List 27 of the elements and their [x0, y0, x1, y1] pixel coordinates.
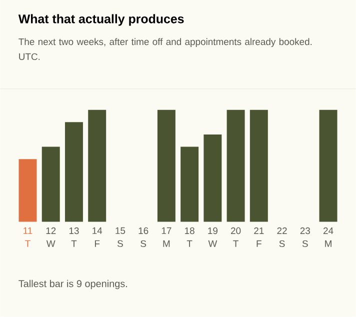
- text: Tallest bar is 9 openings.: [18, 280, 127, 290]
- bar: [226, 110, 245, 222]
- bar: [88, 110, 106, 222]
- x-tick-label: 18 T: [185, 228, 194, 248]
- bar: [18, 159, 37, 222]
- x-tick-label: 20 T: [231, 228, 241, 248]
- x-tick-label: 24 M: [323, 228, 334, 248]
- bar: [250, 110, 268, 222]
- bar: [157, 110, 176, 222]
- bar: [42, 146, 60, 222]
- bar: [204, 134, 222, 222]
- bar: [180, 146, 199, 222]
- x-tick-label: 23 S: [300, 228, 310, 248]
- x-tick-label: 16 S: [138, 228, 148, 248]
- x-tick-label: 22 S: [277, 228, 287, 248]
- x-tick-label: 21 F: [254, 228, 264, 248]
- x-tick-label: 14 F: [92, 228, 102, 247]
- x-tick-label: 19 W: [208, 228, 218, 248]
- x-tick-label: 17 M: [162, 228, 172, 247]
- x-tick-label: 15 S: [116, 228, 126, 248]
- x-tick-label: 13 T: [69, 228, 79, 248]
- chart-title: What that actually produces: [18, 14, 184, 26]
- chart-subtitle: The next two weeks, after time off and appointments already booked. UTC.: [18, 38, 312, 60]
- x-tick-label: 11 T: [24, 228, 32, 247]
- x-tick-label: 12 W: [46, 228, 56, 248]
- bar: [319, 110, 338, 222]
- bar: [64, 122, 83, 222]
